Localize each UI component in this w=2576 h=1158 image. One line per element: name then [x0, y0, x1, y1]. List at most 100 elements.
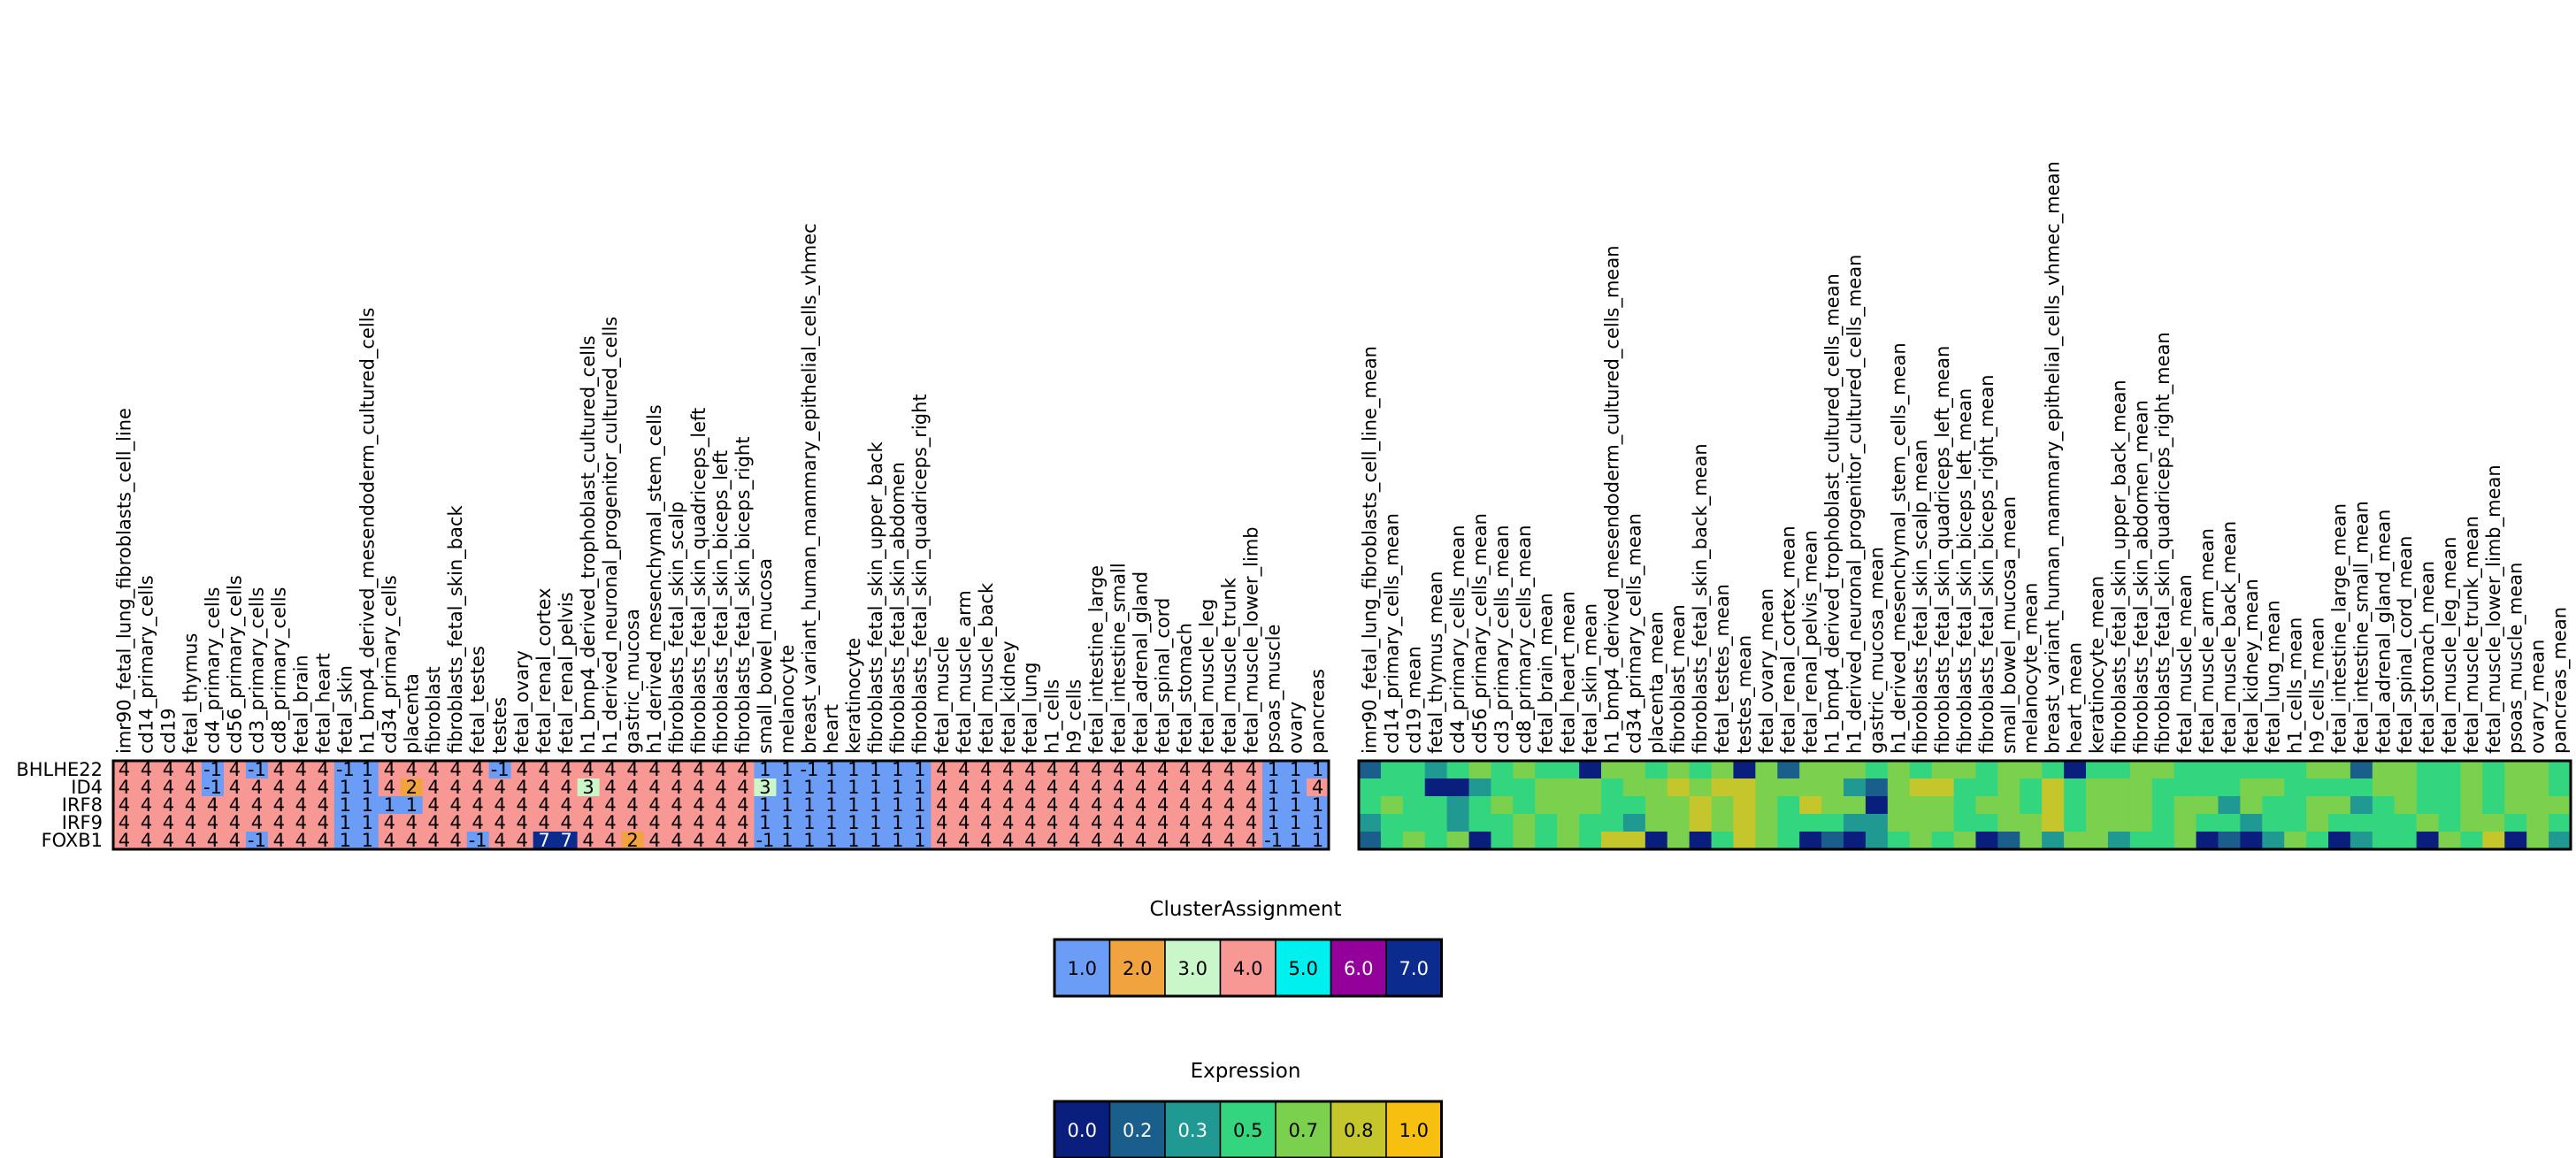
expression-cell	[1777, 832, 1800, 849]
cluster-cell-label: 4	[626, 794, 638, 816]
cluster-cell	[245, 796, 269, 814]
expression-cell	[1359, 832, 1382, 849]
expression-cell	[2174, 832, 2196, 849]
cluster-cell-label: 1	[781, 830, 793, 851]
expression-column-label: h9_cells_mean	[2307, 617, 2329, 754]
cluster-cell-label: 4	[1002, 777, 1014, 798]
cluster-cell	[577, 761, 600, 778]
cluster-cell	[953, 796, 976, 814]
cluster-cell	[334, 778, 357, 796]
cluster-cell-label: 4	[958, 794, 970, 816]
cluster-cell-label: 4	[1002, 830, 1014, 851]
expression-cell	[2460, 832, 2483, 849]
expression-column-label: fibroblasts_fetal_skin_quadriceps_right_…	[2152, 332, 2174, 754]
cluster-column-label: fibroblasts_fetal_skin_scalp	[666, 502, 688, 754]
cluster-column-label: fetal_heart	[312, 653, 334, 754]
cluster-cell	[864, 796, 887, 814]
expression-cell	[1953, 778, 1976, 796]
expression-cell	[1953, 796, 1976, 814]
cluster-cell	[1019, 796, 1042, 814]
legend-title: Expression	[1191, 1060, 1301, 1083]
expression-cell	[2416, 814, 2439, 832]
row-label: BHLHE22	[16, 759, 103, 780]
legend-label: 0.7	[1289, 1120, 1318, 1141]
cluster-cell	[997, 814, 1020, 832]
expression-cell	[2328, 761, 2351, 778]
cluster-cell	[687, 796, 710, 814]
cluster-cell-label: 1	[340, 830, 351, 851]
expression-cell	[2086, 814, 2109, 832]
cluster-column-label: cd8_primary_cells	[268, 587, 290, 755]
cluster-cell-label: 4	[1135, 812, 1146, 833]
cluster-cell-label: 4	[450, 759, 462, 780]
cluster-cell	[223, 814, 247, 832]
expression-column-label: fetal_thymus_mean	[1425, 571, 1447, 754]
cluster-cell	[356, 761, 380, 778]
cluster-cell	[422, 796, 446, 814]
cluster-cell	[466, 796, 490, 814]
expression-column-label: fetal_skin_mean	[1580, 603, 1602, 754]
cluster-cell	[555, 778, 579, 796]
expression-cell	[2482, 778, 2505, 796]
cluster-cell	[1307, 814, 1330, 832]
cluster-cell	[113, 832, 136, 849]
cluster-cell	[820, 832, 843, 849]
cluster-heatmap: imr90_fetal_lung_fibroblasts_cell_line cd…	[111, 223, 1330, 851]
cluster-cell-label: 4	[693, 830, 704, 851]
expression-cell	[2328, 778, 2351, 796]
cluster-cell-label: 1	[759, 794, 770, 816]
cluster-cell	[754, 832, 777, 849]
expression-cell	[1799, 796, 1822, 814]
expression-cell	[1865, 832, 1889, 849]
cluster-cell	[311, 814, 335, 832]
cluster-cell-label: 4	[626, 777, 638, 798]
expression-cell	[2526, 761, 2549, 778]
cluster-frame	[111, 759, 1330, 851]
cluster-cell-label: 4	[1179, 759, 1191, 780]
cluster-cell	[621, 761, 644, 778]
expression-cell	[1865, 796, 1889, 814]
cluster-cell	[754, 814, 777, 832]
cluster-cell	[842, 761, 865, 778]
cluster-column-label: fetal_lung	[1020, 662, 1042, 754]
cluster-cell-label: 4	[295, 812, 307, 833]
cluster-cell-label: 1	[825, 812, 837, 833]
cluster-cell-label: 1	[870, 830, 881, 851]
cluster-cell	[1262, 814, 1285, 832]
expression-cell	[1380, 761, 1404, 778]
expression-cell	[1579, 814, 1602, 832]
cluster-cell	[886, 761, 909, 778]
cluster-cell-label: 4	[295, 794, 307, 816]
cluster-cell	[1108, 814, 1131, 832]
cluster-cell	[1041, 796, 1064, 814]
cluster-column-label: fetal_stomach	[1175, 623, 1197, 754]
expression-cell	[1975, 778, 1998, 796]
cluster-cell	[1284, 832, 1307, 849]
legends: ClusterAssignment 1.0 2.0 3.0 4.0 5.0 6.0 7.0 Ex…	[1053, 898, 1443, 1158]
expression-cell	[2460, 814, 2483, 832]
cluster-cell	[510, 761, 534, 778]
cluster-cell	[886, 778, 909, 796]
cluster-cell-label: 4	[671, 830, 682, 851]
cluster-cell-label: 4	[450, 830, 462, 851]
cluster-cell-label: -1	[800, 759, 818, 780]
expression-cell	[2064, 796, 2087, 814]
expression-cell	[1733, 761, 1756, 778]
expression-cell	[2020, 778, 2043, 796]
cluster-cell	[1307, 761, 1330, 778]
cluster-cell-label: 4	[1246, 777, 1257, 798]
cluster-cell	[1085, 832, 1108, 849]
expression-cell	[1601, 832, 1624, 849]
cluster-cell-label: 1	[914, 812, 925, 833]
cluster-cell-label: 4	[229, 794, 241, 816]
cluster-cell-label: 4	[141, 777, 152, 798]
expression-column-label: small_bowel_mucosa_mean	[1998, 496, 2020, 754]
cluster-cell	[400, 761, 424, 778]
cluster-cell-label: 4	[648, 812, 660, 833]
cluster-cell	[444, 778, 468, 796]
cluster-cell	[1240, 796, 1263, 814]
cluster-cell	[798, 778, 821, 796]
cluster-cell	[975, 761, 998, 778]
cluster-cell-label: 1	[825, 830, 837, 851]
cluster-cell-label: 1	[1290, 777, 1301, 798]
